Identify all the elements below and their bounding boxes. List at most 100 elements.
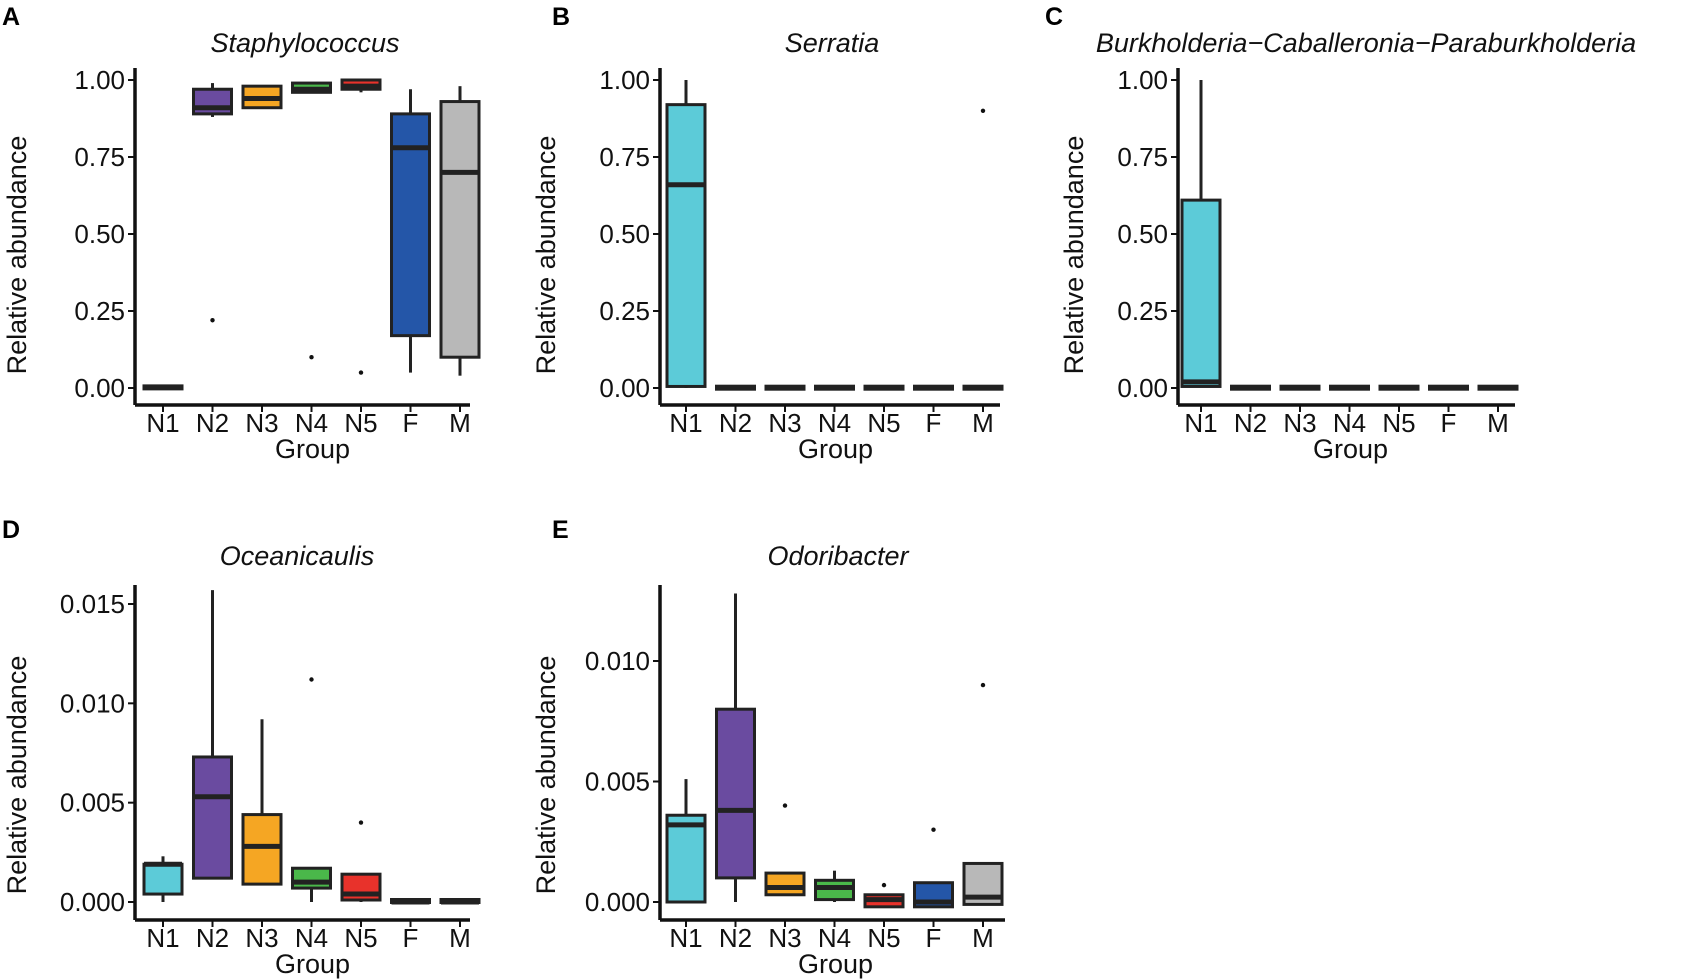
- box-n2: [192, 590, 233, 880]
- box-n1: [142, 384, 184, 391]
- x-tick-label: N4: [295, 408, 328, 438]
- y-tick-label: 1.00: [1117, 65, 1168, 95]
- box-n1: [142, 856, 184, 902]
- x-tick-label: N4: [295, 923, 328, 953]
- box-body: [439, 100, 481, 359]
- panel-letter: B: [552, 3, 570, 31]
- box-n5: [1378, 384, 1420, 391]
- y-tick-label: 0.50: [599, 219, 650, 249]
- box-n4: [291, 81, 332, 360]
- box-f: [390, 898, 431, 905]
- x-tick-label: N2: [719, 408, 752, 438]
- panel-letter: D: [2, 516, 20, 544]
- y-tick-label: 0.010: [585, 646, 650, 676]
- outlier-point: [782, 803, 788, 808]
- y-tick-label: 0.015: [60, 589, 125, 619]
- box-n5: [863, 384, 905, 391]
- box-n3: [241, 84, 283, 110]
- x-tick-label: N4: [1333, 408, 1366, 438]
- box-m: [439, 898, 481, 905]
- y-tick-label: 0.25: [599, 296, 650, 326]
- chart-title: Staphylococcus: [210, 28, 399, 58]
- box-n3: [764, 803, 806, 897]
- y-tick-label: 1.00: [599, 65, 650, 95]
- x-tick-label: M: [449, 408, 471, 438]
- box-n3: [241, 719, 283, 886]
- x-tick-label: F: [1441, 408, 1457, 438]
- x-tick-label: N2: [1234, 408, 1267, 438]
- x-tick-label: F: [403, 408, 419, 438]
- outlier-point: [210, 318, 215, 323]
- box-body: [390, 112, 431, 338]
- box-n2: [192, 83, 233, 323]
- box-n3: [1279, 384, 1321, 391]
- panel-letter: E: [552, 516, 569, 544]
- y-tick-label: 0.005: [60, 788, 125, 818]
- box-m: [962, 682, 1004, 906]
- box-f: [390, 89, 431, 373]
- x-tick-label: N2: [196, 408, 229, 438]
- x-tick-label: N3: [768, 923, 801, 953]
- y-tick-label: 0.00: [1117, 373, 1168, 403]
- outlier-point: [980, 682, 986, 688]
- box-body: [241, 813, 283, 886]
- box-n1: [665, 779, 707, 904]
- x-tick-label: N1: [669, 923, 702, 953]
- x-tick-label: N3: [245, 408, 278, 438]
- outlier-point: [931, 827, 936, 832]
- box-body: [665, 103, 707, 388]
- x-axis-title: Group: [275, 949, 350, 979]
- box-f: [913, 827, 954, 909]
- x-tick-label: N4: [818, 408, 851, 438]
- outlier-point: [980, 108, 986, 114]
- y-tick-label: 0.25: [74, 296, 125, 326]
- x-tick-label: N2: [196, 923, 229, 953]
- outlier-point: [309, 677, 314, 682]
- chart-title: Oceanicaulis: [220, 541, 375, 571]
- y-axis-title: Relative abundance: [2, 656, 32, 895]
- x-tick-label: N1: [669, 408, 702, 438]
- x-tick-label: N1: [146, 408, 179, 438]
- box-n4: [814, 384, 855, 391]
- x-tick-label: N3: [1283, 408, 1316, 438]
- box-n2: [715, 384, 756, 391]
- panel-e: E Odoribacter Relative abundance 0.000 0.005…: [531, 516, 1005, 979]
- chart-title: Burkholderia−Caballeronia−Paraburkholder…: [1096, 28, 1636, 58]
- x-tick-label: N1: [1184, 408, 1217, 438]
- outlier-point: [309, 355, 314, 360]
- chart-title: Serratia: [785, 28, 880, 58]
- box-n3: [764, 384, 806, 391]
- x-tick-label: M: [1487, 408, 1509, 438]
- panel-letter: A: [2, 3, 20, 31]
- x-tick-label: N5: [344, 923, 377, 953]
- box-n2: [715, 593, 756, 902]
- x-tick-label: N4: [818, 923, 851, 953]
- box-body: [764, 871, 806, 897]
- y-axis-title: Relative abundance: [531, 656, 561, 895]
- x-tick-label: F: [926, 408, 942, 438]
- box-n1: [665, 80, 707, 388]
- x-tick-label: F: [926, 923, 942, 953]
- x-tick-label: N3: [768, 408, 801, 438]
- y-tick-label: 0.50: [1117, 219, 1168, 249]
- x-tick-label: N5: [344, 408, 377, 438]
- box-body: [1180, 198, 1222, 388]
- y-tick-label: 0.00: [74, 373, 125, 403]
- box-f: [1428, 384, 1469, 391]
- box-n4: [1329, 384, 1370, 391]
- x-tick-label: F: [403, 923, 419, 953]
- box-n5: [863, 882, 905, 909]
- y-axis-title: Relative abundance: [1059, 136, 1089, 375]
- box-body: [715, 707, 756, 880]
- y-tick-label: 0.010: [60, 688, 125, 718]
- chart-title: Odoribacter: [767, 541, 909, 571]
- box-body: [291, 866, 332, 890]
- panel-a: A Staphylococcus Relative abundance 0.00 0.2…: [2, 3, 481, 464]
- outlier-point: [358, 820, 364, 825]
- panel-c: C Burkholderia−Caballeronia−Paraburkholde…: [1045, 3, 1636, 464]
- box-m: [439, 86, 481, 376]
- x-tick-label: M: [449, 923, 471, 953]
- y-axis-title: Relative abundance: [531, 136, 561, 375]
- y-tick-label: 0.00: [599, 373, 650, 403]
